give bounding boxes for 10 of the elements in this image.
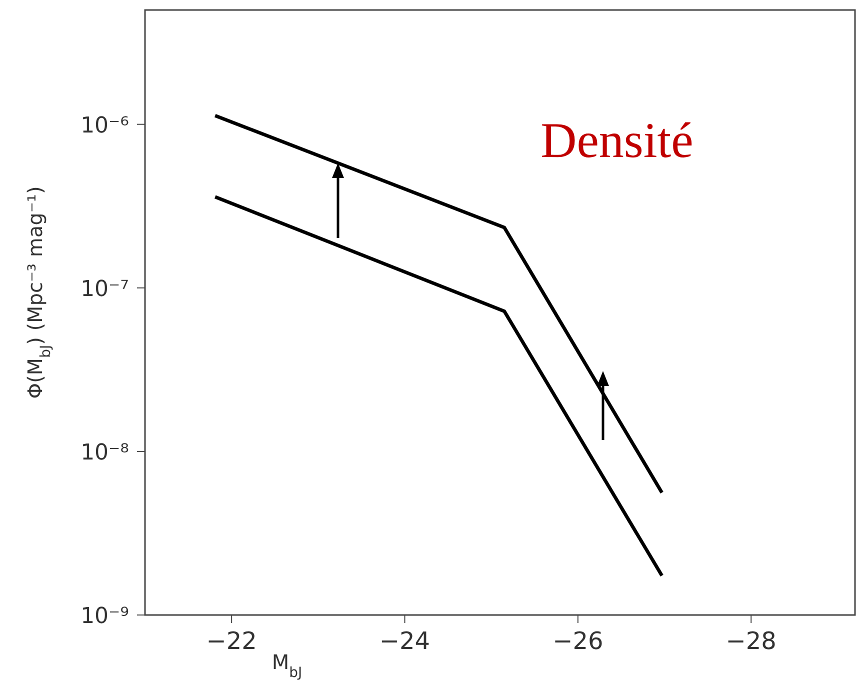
y-tick-label: 10⁻⁹	[80, 604, 129, 629]
y-tick-label: 10⁻⁸	[80, 440, 130, 466]
x-tick-label: −26	[552, 627, 604, 655]
annotation: Densité	[540, 112, 694, 168]
x-tick-label: −24	[379, 627, 430, 655]
y-tick-label: 10⁻⁶	[80, 113, 130, 138]
y-tick-label: 10⁻⁷	[80, 276, 129, 302]
x-tick-label: −28	[726, 627, 776, 655]
x-axis-title: M$_{bJ}$	[272, 650, 302, 681]
x-tick-label: −22	[206, 627, 257, 655]
